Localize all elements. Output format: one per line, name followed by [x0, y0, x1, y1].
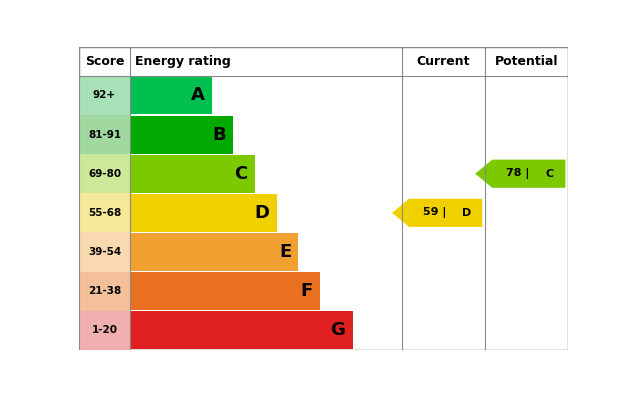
Text: 78 |: 78 | — [506, 168, 529, 179]
Bar — [79, 310, 130, 350]
Text: C: C — [545, 169, 553, 179]
Bar — [79, 115, 130, 154]
Polygon shape — [475, 160, 565, 188]
Bar — [130, 116, 233, 154]
Text: 92+: 92+ — [93, 90, 116, 101]
Text: Score: Score — [85, 55, 124, 68]
Text: 59 |: 59 | — [423, 208, 446, 219]
Text: 81-91: 81-91 — [88, 130, 121, 140]
Text: E: E — [279, 243, 291, 261]
Bar — [130, 194, 277, 232]
Polygon shape — [392, 199, 482, 227]
Bar — [130, 272, 320, 310]
Text: 55-68: 55-68 — [88, 208, 121, 218]
Text: 39-54: 39-54 — [88, 247, 121, 257]
Bar — [79, 272, 130, 310]
Bar — [130, 233, 298, 271]
Text: B: B — [213, 126, 226, 143]
Text: Energy rating: Energy rating — [135, 55, 231, 68]
Text: 69-80: 69-80 — [88, 169, 121, 179]
Text: A: A — [191, 86, 204, 105]
Text: C: C — [235, 165, 248, 183]
Bar — [79, 193, 130, 232]
Text: Potential: Potential — [495, 55, 558, 68]
Bar — [79, 154, 130, 193]
Text: F: F — [300, 282, 313, 300]
Bar — [79, 232, 130, 272]
Text: D: D — [461, 208, 471, 218]
Text: G: G — [331, 321, 345, 339]
Bar — [130, 77, 211, 114]
Bar — [130, 155, 255, 193]
Bar — [79, 76, 130, 115]
Text: 21-38: 21-38 — [88, 286, 121, 296]
Text: Current: Current — [416, 55, 470, 68]
Bar — [130, 311, 353, 349]
Text: 1-20: 1-20 — [91, 325, 117, 335]
Text: D: D — [254, 204, 269, 222]
